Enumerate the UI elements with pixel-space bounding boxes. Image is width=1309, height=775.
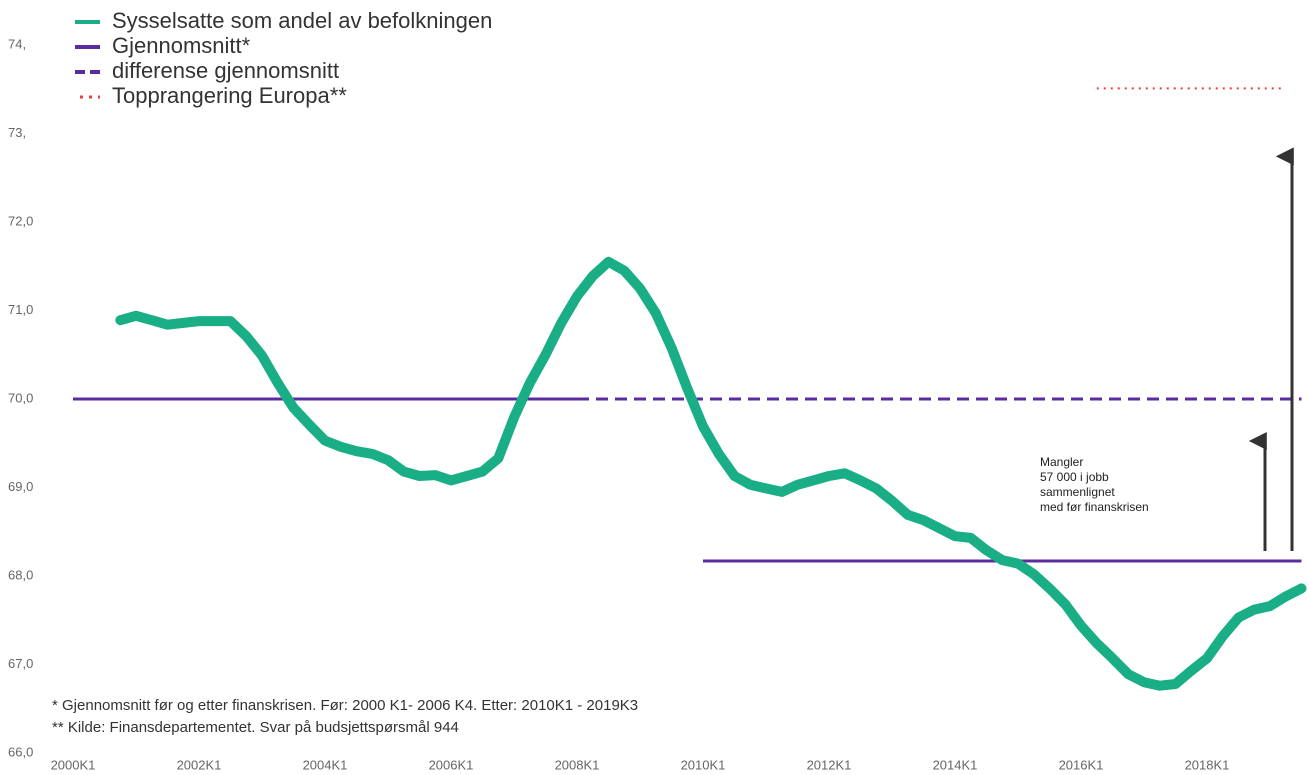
x-tick-label: 2002K1 xyxy=(177,757,222,772)
x-tick-label: 2006K1 xyxy=(429,757,474,772)
x-tick-label: 2012K1 xyxy=(807,757,852,772)
x-tick-label: 2000K1 xyxy=(51,757,96,772)
line-series xyxy=(115,256,1307,691)
annotation: sammenlignet xyxy=(1040,485,1115,499)
x-tick-label: 2010K1 xyxy=(681,757,726,772)
legend-label: differense gjennomsnitt xyxy=(112,58,339,83)
y-tick-label: 72,0 xyxy=(8,213,33,228)
x-tick-label: 2016K1 xyxy=(1059,757,1104,772)
legend-label: Gjennomsnitt* xyxy=(112,33,251,58)
y-tick-label: 69,0 xyxy=(8,479,33,494)
annotation: med før finanskrisen xyxy=(1040,500,1149,514)
x-tick-label: 2004K1 xyxy=(303,757,348,772)
y-tick-label: 67,0 xyxy=(8,656,33,671)
annotation: Mangler xyxy=(1040,455,1083,469)
footnote: ** Kilde: Finansdepartementet. Svar på b… xyxy=(52,719,459,736)
y-tick-label: 71,0 xyxy=(8,302,33,317)
annotation: 57 000 i jobb xyxy=(1040,470,1109,484)
y-tick-label: 74, xyxy=(8,36,26,51)
y-tick-label: 68,0 xyxy=(8,567,33,582)
y-tick-label: 66,0 xyxy=(8,744,33,759)
y-tick-label: 73, xyxy=(8,125,26,140)
footnote: * Gjennomsnitt før og etter finanskrisen… xyxy=(52,697,638,714)
x-tick-label: 2008K1 xyxy=(555,757,600,772)
x-tick-label: 2014K1 xyxy=(933,757,978,772)
legend-label: Sysselsatte som andel av befolkningen xyxy=(112,8,492,33)
y-tick-label: 70,0 xyxy=(8,390,33,405)
x-tick-label: 2018K1 xyxy=(1185,757,1230,772)
legend-label: Topprangering Europa** xyxy=(112,83,347,108)
